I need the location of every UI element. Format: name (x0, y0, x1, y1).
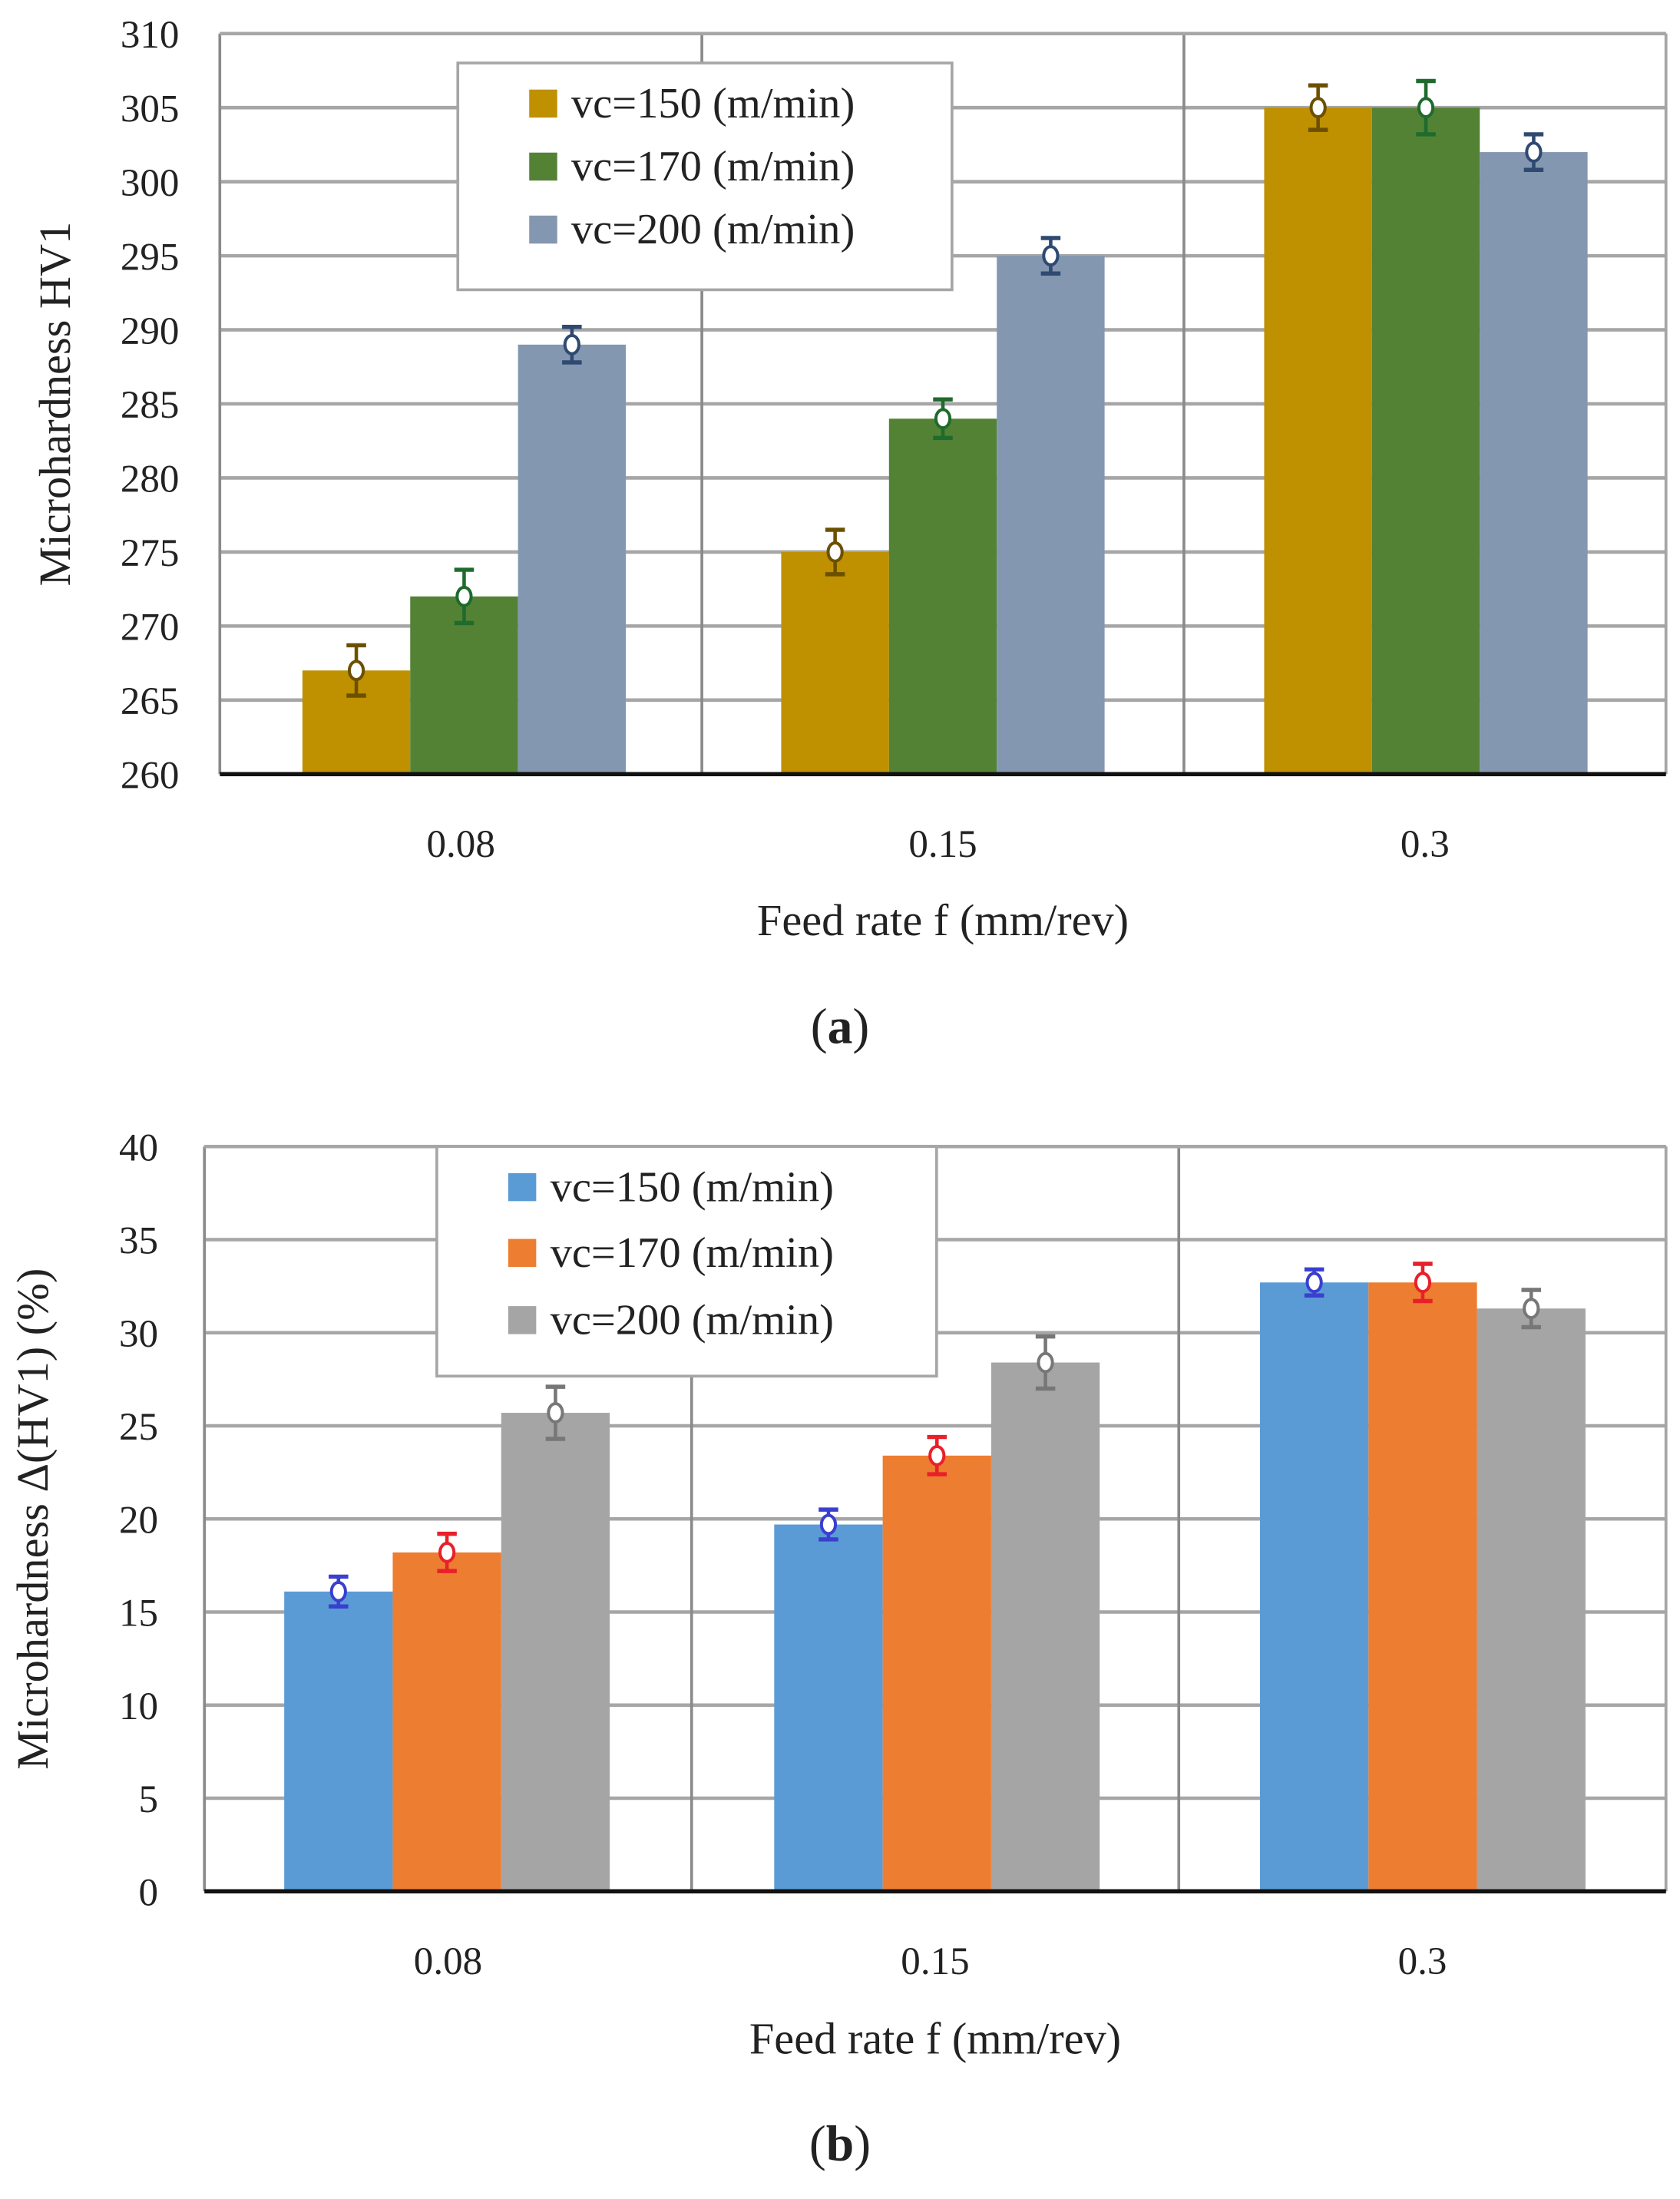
panel-label: (b) (809, 2116, 871, 2171)
bar (1368, 1282, 1477, 1892)
panel-paren-open: ( (811, 999, 828, 1054)
x-tick-label: 0.08 (414, 1940, 482, 1983)
legend-swatch (508, 1238, 537, 1268)
panel-paren-open: ( (809, 2116, 826, 2171)
y-tick-label: 280 (121, 458, 180, 501)
y-tick-label: 275 (121, 532, 180, 575)
y-tick-label: 25 (119, 1406, 158, 1449)
data-point-marker (1414, 1271, 1432, 1294)
bar (990, 1362, 1100, 1892)
panel-letter: a (828, 999, 853, 1054)
legend-label: vc=170 (m/min) (551, 1229, 834, 1277)
y-tick-label: 0 (139, 1871, 159, 1914)
y-tick-label: 270 (121, 607, 180, 650)
bar (1480, 152, 1588, 775)
data-point-marker (347, 660, 365, 682)
data-point-marker (934, 408, 952, 430)
bar (882, 1455, 991, 1892)
legend-swatch (529, 89, 557, 118)
x-tick-label: 0.3 (1401, 823, 1450, 866)
data-point-marker (1525, 141, 1543, 163)
x-tick-label: 0.15 (908, 823, 977, 866)
legend-swatch (508, 1172, 537, 1202)
x-axis-title: Feed rate f (mm/rev) (757, 895, 1129, 945)
y-tick-label: 305 (121, 88, 180, 131)
x-tick-label: 0.3 (1398, 1940, 1447, 1983)
y-tick-label: 265 (121, 680, 180, 723)
bar (774, 1524, 883, 1892)
y-tick-label: 300 (121, 162, 180, 205)
y-tick-label: 260 (121, 755, 180, 798)
x-axis-title: Feed rate f (mm/rev) (749, 2014, 1121, 2064)
chart-b: 0 5 10 15 20 25 30 35 40 0.08 0.15 0.3 Feed rate f (… (8, 1126, 1668, 2171)
legend-label: vc=200 (m/min) (551, 1297, 834, 1344)
legend-label: vc=150 (m/min) (571, 80, 855, 127)
bar (1264, 107, 1372, 775)
y-tick-label: 285 (121, 384, 180, 427)
bar (781, 551, 889, 775)
y-tick-label: 35 (119, 1220, 158, 1263)
panel-label: (a) (811, 999, 870, 1054)
x-tick-label: 0.15 (901, 1940, 969, 1983)
y-tick-label: 5 (139, 1778, 159, 1821)
data-point-marker (1417, 97, 1435, 119)
panel-paren-close: ) (854, 2116, 871, 2171)
bar (997, 256, 1105, 775)
legend-swatch (529, 152, 557, 181)
legend-label: vc=200 (m/min) (571, 206, 855, 253)
data-point-marker (438, 1542, 456, 1563)
data-point-marker (455, 585, 473, 607)
y-tick-label: 20 (119, 1499, 158, 1542)
y-tick-label: 15 (119, 1592, 158, 1635)
data-point-marker (1042, 245, 1060, 266)
data-point-marker (819, 1513, 838, 1536)
legend-swatch (529, 215, 557, 244)
y-tick-label: 310 (121, 14, 180, 57)
legend: vc=150 (m/min) vc=170 (m/min) vc=200 (m/mi… (435, 1145, 938, 1378)
data-point-marker (1309, 97, 1327, 119)
data-point-marker (826, 541, 844, 563)
legend-label: vc=170 (m/min) (571, 143, 855, 190)
data-point-marker (928, 1444, 946, 1467)
y-axis-title: Microhardness HV1 (30, 222, 80, 587)
data-point-marker (1037, 1351, 1054, 1374)
data-point-marker (563, 333, 580, 355)
data-point-marker (1305, 1271, 1323, 1294)
y-tick-label: 30 (119, 1313, 158, 1356)
bar (501, 1413, 610, 1892)
legend-label: vc=150 (m/min) (551, 1163, 834, 1211)
data-point-marker (329, 1580, 347, 1602)
bar (888, 418, 997, 775)
y-tick-label: 295 (121, 236, 180, 279)
bar (1371, 107, 1480, 775)
x-tick-label: 0.08 (427, 823, 495, 866)
y-axis-title: Microhardness Δ(HV1) (%) (8, 1268, 58, 1770)
y-tick-label: 10 (119, 1685, 158, 1728)
legend: vc=150 (m/min) vc=170 (m/min) vc=200 (m/mi… (456, 61, 954, 292)
data-point-marker (1523, 1298, 1540, 1320)
panel-paren-close: ) (852, 999, 869, 1054)
y-tick-label: 290 (121, 310, 180, 353)
panel-letter: b (826, 2116, 855, 2171)
bar (284, 1591, 393, 1892)
data-point-marker (547, 1402, 564, 1424)
chart-a: 260 265 270 275 280 285 290 295 300 305 310 0.08 0.1… (30, 14, 1668, 1054)
y-tick-label: 40 (119, 1126, 158, 1169)
bar (518, 344, 627, 775)
bar (392, 1552, 501, 1892)
bar (1477, 1308, 1586, 1892)
legend-swatch (508, 1306, 537, 1334)
bar (410, 596, 518, 775)
bar (1259, 1282, 1369, 1892)
